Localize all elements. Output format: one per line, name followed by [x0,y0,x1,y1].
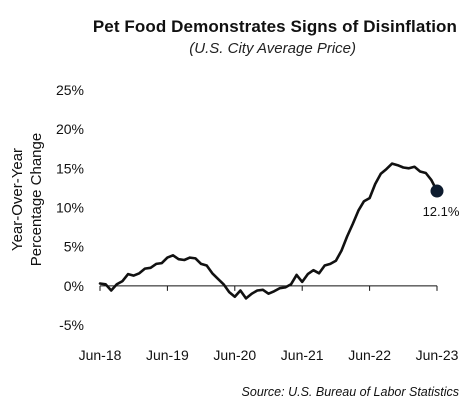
y-tick-label: 25% [56,82,84,98]
y-axis-ticks: -5% 0% 5% 10% 15% 20% 25% [56,82,84,333]
series-group [98,162,439,300]
y-axis-label-line-1: Year-Over-Year [9,148,26,251]
series-line-1 [98,162,439,300]
y-tick-label: 5% [64,239,84,255]
y-tick-label: 20% [56,121,84,137]
x-tick-label: Jun-19 [146,347,189,363]
x-tick-label: Jun-20 [213,347,256,363]
x-tick-label: Jun-21 [281,347,324,363]
y-axis-label-line-2: Percentage Change [28,133,45,266]
y-tick-label: 0% [64,278,84,294]
y-tick-label: 15% [56,160,84,176]
x-tick-label: Jun-18 [79,347,122,363]
y-tick-label: -5% [59,317,84,333]
y-tick-label: 10% [56,200,84,216]
chart-subtitle: (U.S. City Average Price) [189,40,356,57]
y-axis-label: Year-Over-Year Percentage Change [9,133,45,266]
chart-title: Pet Food Demonstrates Signs of Disinflat… [92,17,457,36]
end-point-label: 12.1% [423,204,460,219]
x-tick-label: Jun-22 [348,347,391,363]
x-axis-ticks: Jun-18 Jun-19 Jun-20 Jun-21 Jun-22 Jun-23 [79,285,459,363]
end-point-marker [430,184,444,198]
end-annotation: 12.1% [423,184,460,219]
source-note: Source: U.S. Bureau of Labor Statistics [241,385,459,399]
x-tick-label: Jun-23 [416,347,459,363]
